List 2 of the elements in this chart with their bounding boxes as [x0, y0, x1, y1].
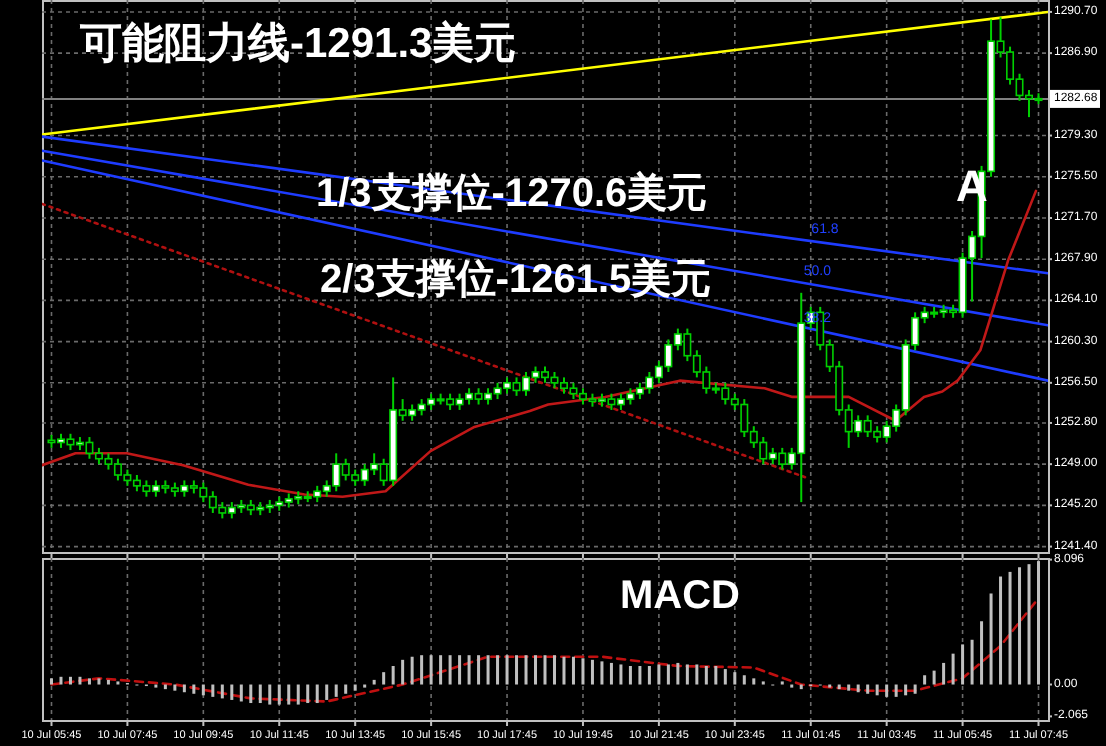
annotation: MACD [620, 574, 740, 618]
annotation: 可能阻力线-1291.3美元 [78, 19, 517, 67]
